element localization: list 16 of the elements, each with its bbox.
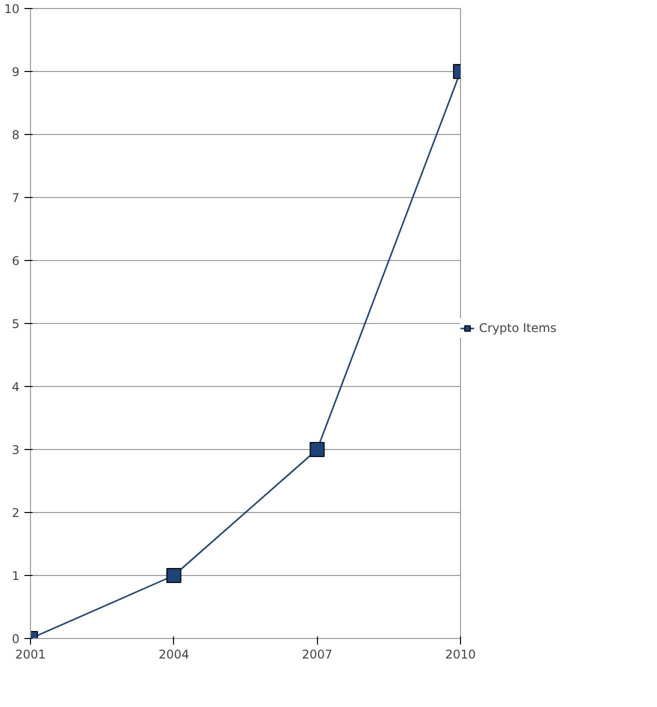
y-tick-label: 10 [4, 2, 20, 16]
y-tick-label: 6 [12, 254, 20, 268]
y-tick-label: 8 [12, 128, 20, 142]
y-tick-label: 3 [12, 443, 20, 457]
y-tick-label: 5 [12, 317, 20, 331]
y-tick-label: 1 [12, 569, 20, 583]
y-tick-label: 7 [12, 191, 20, 205]
y-tick-label: 0 [12, 632, 20, 646]
y-tick-label: 9 [12, 65, 20, 79]
x-tick-label: 2004 [158, 648, 190, 662]
x-tick-label: 2010 [445, 648, 476, 662]
legend-label: Crypto Items [479, 321, 556, 335]
y-tick-label: 4 [12, 380, 20, 394]
x-tick-label: 2007 [302, 648, 332, 662]
x-tick-label: 2001 [15, 648, 46, 662]
y-tick-label: 2 [12, 506, 20, 520]
